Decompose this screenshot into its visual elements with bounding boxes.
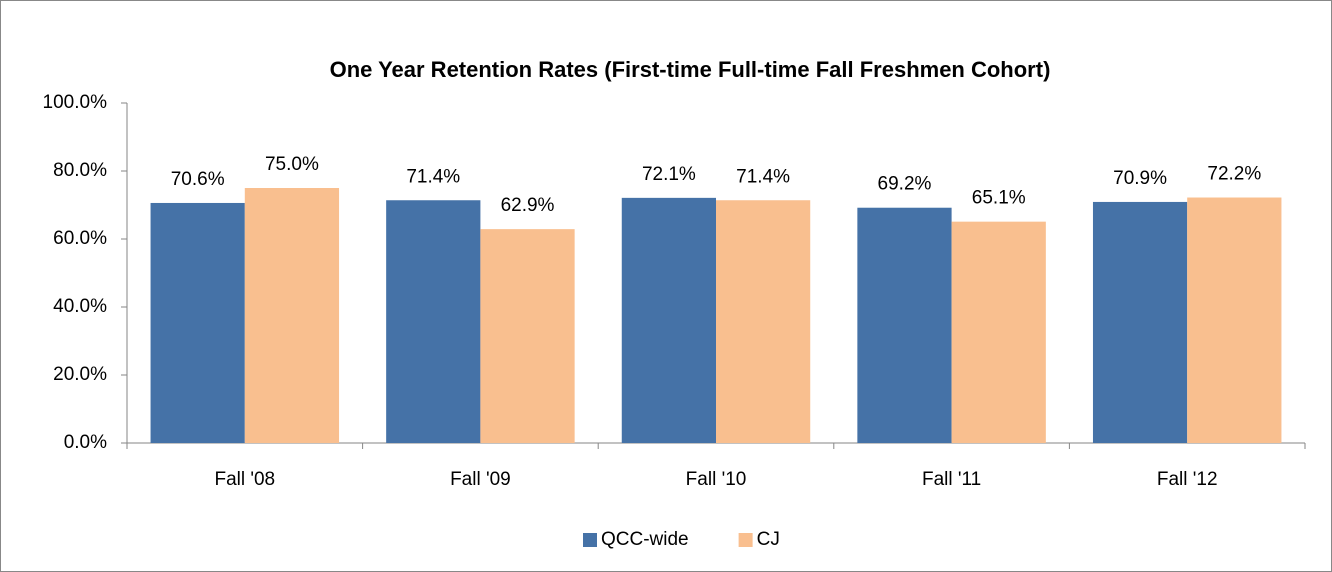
y-tick-label: 20.0% xyxy=(53,364,107,385)
y-tick-label: 0.0% xyxy=(64,432,107,453)
data-label: 70.6% xyxy=(171,169,225,190)
data-label: 71.4% xyxy=(406,166,460,187)
x-tick-label: Fall '11 xyxy=(922,469,981,490)
legend-label: CJ xyxy=(757,529,780,550)
x-tick-label: Fall '09 xyxy=(450,469,511,490)
bar xyxy=(951,221,1046,443)
bar xyxy=(716,200,811,443)
data-label: 70.9% xyxy=(1113,168,1167,189)
bar xyxy=(150,202,245,443)
y-tick-label: 100.0% xyxy=(43,92,108,113)
data-label: 69.2% xyxy=(878,174,932,195)
data-label: 72.2% xyxy=(1207,164,1261,185)
x-tick-label: Fall '12 xyxy=(1157,469,1218,490)
y-tick-label: 80.0% xyxy=(53,160,107,181)
bar xyxy=(621,197,716,443)
data-label: 65.1% xyxy=(972,188,1026,209)
legend-label: QCC-wide xyxy=(601,529,689,550)
chart-title: One Year Retention Rates (First-time Ful… xyxy=(330,57,1051,82)
data-label: 72.1% xyxy=(642,164,696,185)
x-tick-label: Fall '10 xyxy=(686,469,747,490)
y-tick-label: 40.0% xyxy=(53,296,107,317)
bar xyxy=(857,207,952,443)
bar xyxy=(386,200,481,443)
bar xyxy=(480,229,575,443)
data-label: 75.0% xyxy=(265,154,319,175)
y-tick-label: 60.0% xyxy=(53,228,107,249)
bar xyxy=(244,188,340,443)
x-tick-label: Fall '08 xyxy=(214,469,275,490)
legend-swatch xyxy=(738,533,753,547)
bar xyxy=(1187,197,1282,443)
legend-swatch xyxy=(583,533,597,547)
bar xyxy=(1092,201,1188,443)
data-label: 71.4% xyxy=(736,166,790,187)
data-label: 62.9% xyxy=(501,195,555,216)
